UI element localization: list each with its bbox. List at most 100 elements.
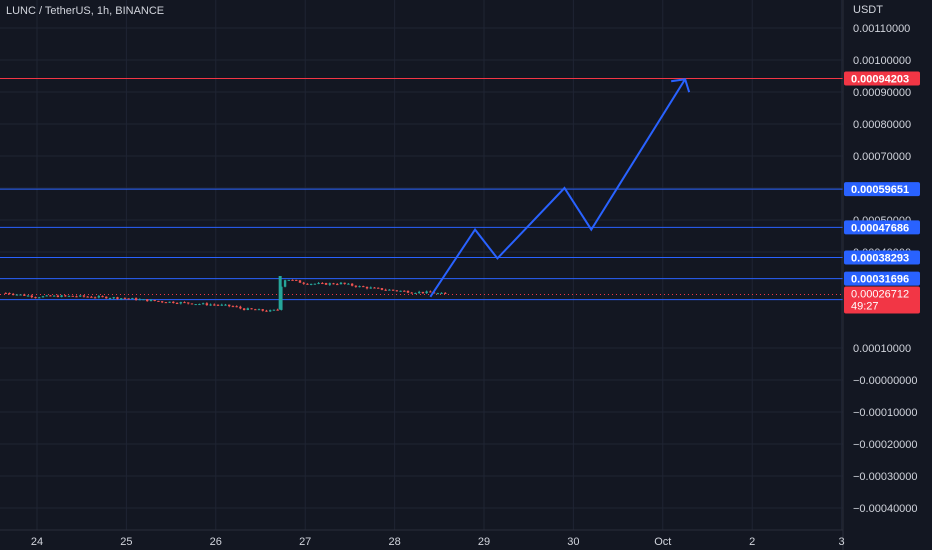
candle-body: [19, 294, 22, 296]
price-tag: [844, 182, 920, 197]
candle-body: [246, 308, 250, 310]
candle-body: [49, 295, 52, 297]
price-tag-label: 0.00059651: [851, 184, 909, 196]
candle-body: [8, 292, 11, 294]
candle-body: [332, 283, 335, 285]
price-tick-label: 0.00080000: [853, 119, 911, 131]
time-tick-label: 2: [749, 536, 755, 548]
candle-body: [328, 283, 331, 285]
axis-unit-label: USDT: [853, 4, 883, 16]
time-axis[interactable]: 24 25 26 27 28 29 30 Oct 2 3: [31, 536, 845, 548]
candle-body: [108, 298, 112, 300]
candle-body: [75, 296, 78, 298]
candle-body: [153, 299, 156, 301]
candle-body: [250, 308, 253, 310]
candle-body: [183, 302, 186, 304]
candle-body: [350, 283, 354, 286]
time-tick-label: 3: [839, 536, 845, 548]
price-tag-label: 0.00094203: [851, 74, 909, 86]
candle-body: [347, 283, 350, 285]
candle-body: [142, 299, 145, 301]
price-tag-label: 0.00047686: [851, 222, 909, 234]
candle-body: [406, 290, 410, 293]
candle-body: [425, 291, 428, 294]
candle-body: [444, 292, 447, 294]
candle-body: [71, 295, 74, 297]
candle-spike: [278, 276, 282, 310]
symbol-title: LUNC / TetherUS, 1h, BINANCE: [6, 5, 165, 17]
candle-body: [82, 295, 86, 297]
candle-body: [224, 304, 227, 306]
current-price-tag: [844, 286, 920, 314]
candle-body: [190, 303, 194, 305]
time-tick-label: 24: [31, 536, 43, 548]
candle-body: [231, 306, 235, 308]
candle-body: [257, 309, 261, 311]
candle-body: [380, 288, 384, 290]
candle-body: [172, 301, 175, 304]
time-tick-label: 28: [388, 536, 400, 548]
candle-body: [101, 296, 104, 298]
current-price-label: 0.00026712: [851, 289, 909, 301]
candle-body: [239, 306, 242, 309]
candle-body: [309, 283, 313, 285]
projection-arrowhead: [671, 78, 691, 93]
candle-body: [93, 297, 97, 299]
time-tick-label: 26: [210, 536, 222, 548]
price-tick-label: 0.00110000: [853, 23, 910, 35]
candle-body: [157, 300, 160, 302]
price-axis[interactable]: 0.00110000 0.00100000 0.00090000 0.00080000…: [853, 23, 918, 515]
price-tick-label: −0.00020000: [853, 439, 918, 451]
candle-body: [391, 289, 395, 291]
candle-body: [45, 295, 48, 297]
candle-body: [127, 298, 130, 300]
candle-body: [4, 292, 7, 294]
candle-body: [30, 295, 33, 298]
candle-body: [261, 309, 264, 311]
price-tag: [844, 220, 920, 235]
candle-body: [119, 298, 123, 300]
price-tick-label: 0.00070000: [853, 151, 911, 163]
candle-body: [369, 287, 372, 289]
countdown-label: 49:27: [851, 301, 879, 313]
time-tick-label: 30: [567, 536, 579, 548]
candle-body: [436, 293, 440, 295]
candle-body: [105, 296, 108, 299]
price-tag: [844, 71, 920, 86]
candle-body: [64, 295, 67, 297]
candle-body: [317, 283, 320, 285]
candle-body: [38, 297, 41, 299]
candle-body: [198, 304, 201, 306]
price-tick-label: 0.00010000: [853, 343, 911, 355]
candle-body: [306, 283, 309, 285]
candle-body: [399, 290, 402, 292]
candle-body: [254, 309, 257, 311]
candle-body: [23, 294, 26, 296]
candle-body: [339, 282, 343, 285]
projection-path[interactable]: [429, 78, 691, 298]
candle-body: [414, 292, 417, 294]
candle-body: [321, 283, 324, 285]
candle-body: [26, 295, 30, 297]
price-tick-label: −0.00000000: [853, 375, 918, 387]
price-tick-label: −0.00010000: [853, 407, 918, 419]
price-tags: 0.00094203 0.00059651 0.00047686 0.00038293…: [844, 71, 920, 314]
candle-body: [276, 309, 279, 311]
time-tick-label: 29: [478, 536, 490, 548]
candle-body: [112, 297, 115, 299]
candle-body: [160, 301, 164, 303]
candle-body: [395, 290, 399, 292]
candle-body: [209, 304, 212, 306]
price-levels: [0, 78, 843, 301]
candle-body: [34, 297, 37, 299]
candle-body: [201, 303, 205, 305]
price-tag-label: 0.00031696: [851, 274, 909, 286]
candle-body: [11, 293, 15, 295]
candle-body: [302, 282, 305, 284]
candle-body: [60, 295, 63, 298]
candle-body: [123, 298, 127, 300]
candle-body: [403, 290, 406, 292]
candle-body: [440, 292, 443, 294]
price-tag: [844, 250, 920, 265]
